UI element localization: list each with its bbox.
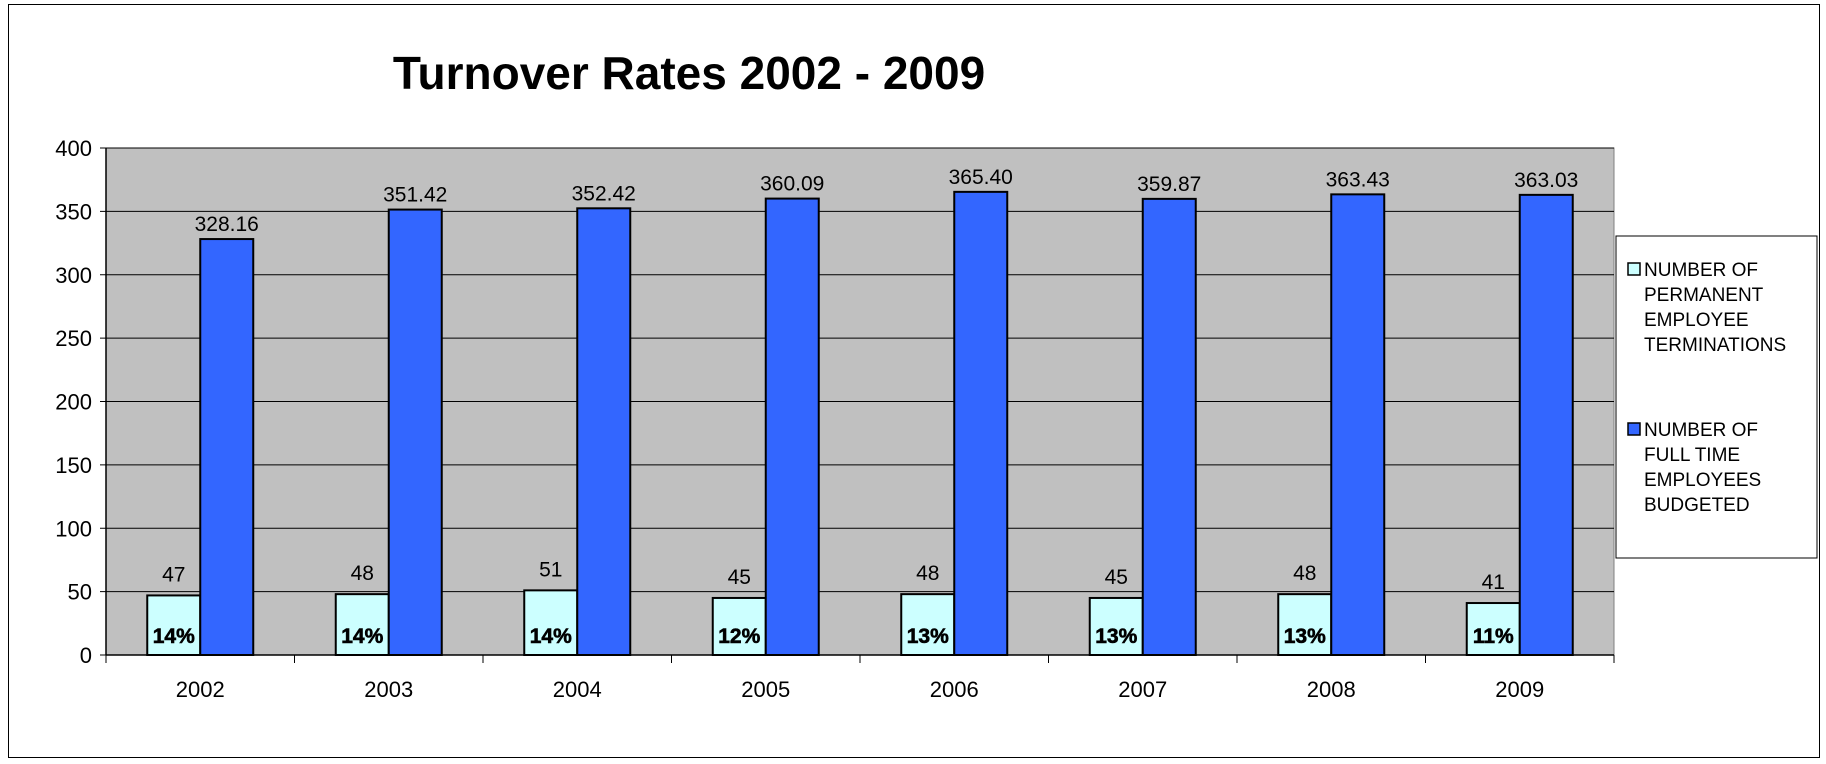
x-tick-label: 2007 <box>1118 677 1167 702</box>
data-label-budgeted: 363.03 <box>1514 169 1578 192</box>
y-tick-label: 150 <box>55 453 92 478</box>
y-tick-label: 100 <box>55 516 92 541</box>
y-tick-label: 250 <box>55 326 92 351</box>
data-label-budgeted: 360.09 <box>760 173 824 196</box>
bar-budgeted <box>387 208 443 656</box>
data-label-terminations: 51 <box>539 558 562 581</box>
x-tick-label: 2002 <box>176 677 225 702</box>
data-label-budgeted: 328.16 <box>195 213 259 236</box>
turnover-rate-label: 11% <box>1473 625 1514 648</box>
turnover-rate-label: 14% <box>153 625 195 648</box>
bar-budgeted <box>199 238 255 657</box>
x-tick-label: 2008 <box>1307 677 1356 702</box>
legend-label: TERMINATIONS <box>1644 335 1786 356</box>
y-tick-label: 350 <box>55 199 92 224</box>
x-tick-label: 2005 <box>741 677 790 702</box>
legend-box <box>1615 235 1818 559</box>
turnover-rate-label: 12% <box>718 625 760 648</box>
x-tick-label: 2006 <box>930 677 979 702</box>
bar-budgeted <box>953 190 1009 656</box>
data-label-terminations: 48 <box>916 562 939 585</box>
bar-budgeted <box>764 197 820 656</box>
legend-label: EMPLOYEES <box>1644 470 1761 491</box>
legend-swatch <box>1627 262 1641 276</box>
bar-terminations <box>900 593 956 656</box>
bar-budgeted <box>1518 193 1574 657</box>
data-label-terminations: 45 <box>1105 566 1128 589</box>
x-tick-label: 2009 <box>1495 677 1544 702</box>
data-label-terminations: 45 <box>728 566 751 589</box>
legend-label: FULL TIME <box>1644 445 1740 466</box>
turnover-rate-label: 13% <box>1284 625 1326 648</box>
data-label-terminations: 48 <box>351 562 374 585</box>
bar-budgeted <box>1330 193 1386 656</box>
legend-swatch <box>1627 422 1641 436</box>
bar-terminations <box>711 596 767 657</box>
chart-frame: Turnover Rates 2002 - 2009 0 50 100 150 200 2… <box>8 4 1820 758</box>
y-tick-label: 300 <box>55 263 92 288</box>
data-label-budgeted: 363.43 <box>1326 168 1390 191</box>
bar-terminations <box>523 589 579 656</box>
x-tick-label: 2003 <box>364 677 413 702</box>
legend-label: EMPLOYEE <box>1644 310 1749 331</box>
legend-label: NUMBER OF <box>1644 420 1758 441</box>
turnover-rate-label: 14% <box>530 625 572 648</box>
bar-terminations <box>334 593 390 656</box>
bar-terminations <box>1277 593 1333 656</box>
data-label-budgeted: 352.42 <box>572 182 636 205</box>
bar-chart: Turnover Rates 2002 - 2009 0501001502002… <box>55 47 1818 702</box>
x-tick-label: 2004 <box>553 677 602 702</box>
y-tick-label: 0 <box>80 643 92 668</box>
y-tick-label: 50 <box>68 580 92 605</box>
legend-label: NUMBER OF <box>1644 260 1758 281</box>
data-label-budgeted: 359.87 <box>1137 173 1201 196</box>
turnover-rate-label: 14% <box>341 625 383 648</box>
y-tick-label: 200 <box>55 390 92 415</box>
bar-terminations <box>146 594 202 656</box>
bar-budgeted <box>576 207 632 656</box>
data-label-budgeted: 365.40 <box>949 166 1013 189</box>
turnover-rate-label: 13% <box>907 625 949 648</box>
data-label-terminations: 48 <box>1293 562 1316 585</box>
data-label-budgeted: 351.42 <box>383 184 447 207</box>
data-label-terminations: 47 <box>162 563 185 586</box>
bar-budgeted <box>1141 197 1197 656</box>
turnover-rate-label: 13% <box>1095 625 1137 648</box>
data-label-terminations: 41 <box>1482 571 1505 594</box>
legend-label: BUDGETED <box>1644 495 1750 516</box>
chart-title: Turnover Rates 2002 - 2009 <box>393 47 985 99</box>
legend-label: PERMANENT <box>1644 285 1764 306</box>
bar-terminations <box>1465 602 1521 656</box>
y-tick-label: 400 <box>55 136 92 161</box>
